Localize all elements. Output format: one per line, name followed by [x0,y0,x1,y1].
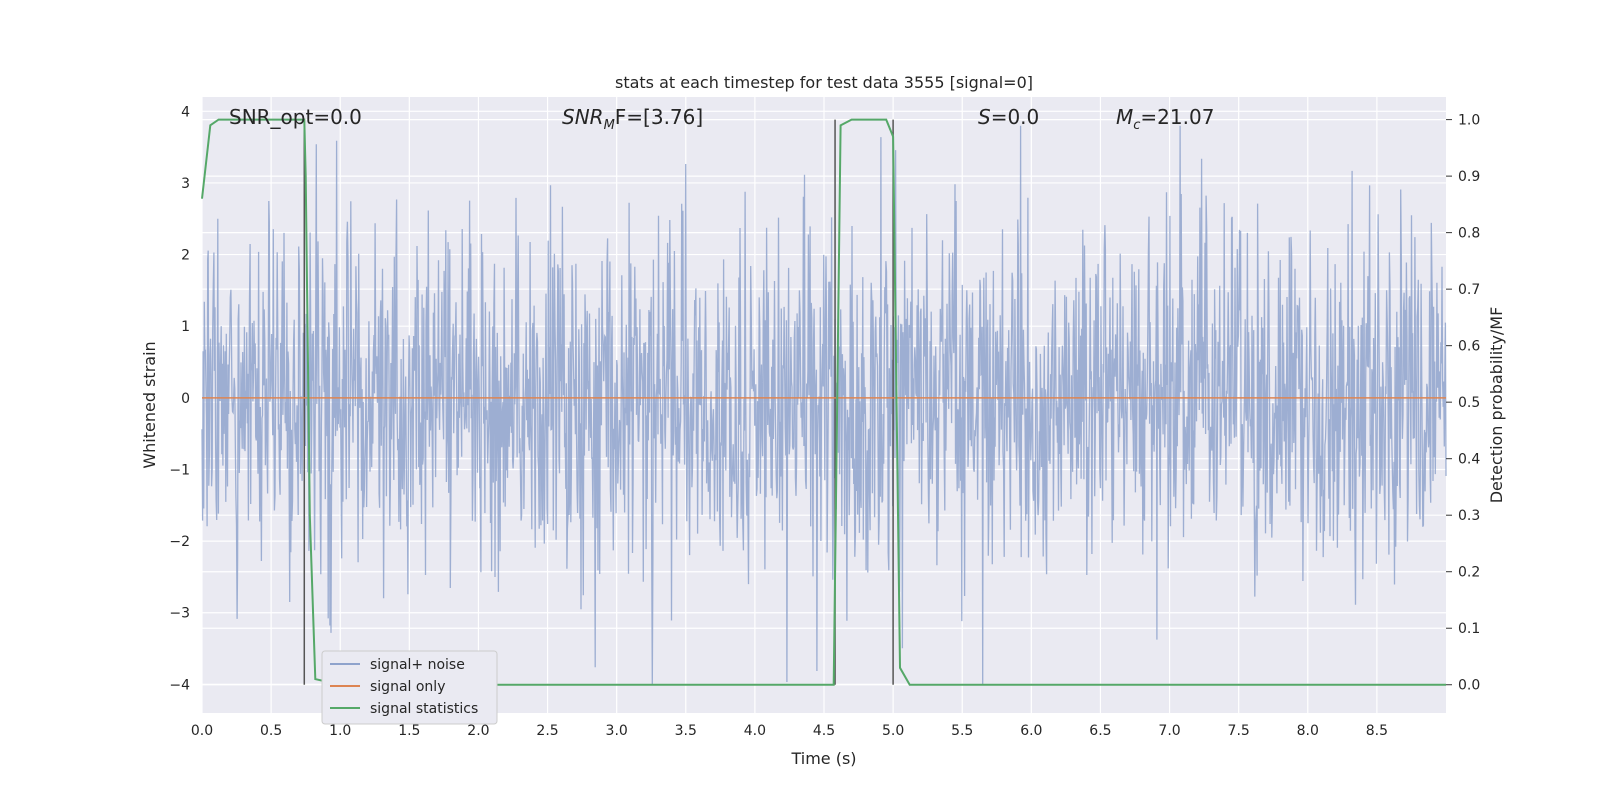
x-tick-label: 6.5 [1089,723,1111,739]
y-right-tick-label: 0.9 [1458,169,1480,185]
x-tick-label: 1.5 [398,723,420,739]
x-tick-label: 2.0 [467,723,489,739]
x-tick-label: 3.5 [675,723,697,739]
legend-label-signal-noise: signal+ noise [370,657,465,673]
annotation-mc: Mc=21.07 [1116,105,1214,133]
y-right-tick-label: 0.6 [1458,339,1480,355]
y-left-axis-label: Whitened strain [140,341,159,468]
annotation-s-rest: =0.0 [991,105,1040,129]
y-left-tick-label: −1 [169,462,190,478]
x-axis-label: Time (s) [790,749,856,768]
annotation-s: S=0.0 [978,105,1039,129]
y-right-tick-label: 0.2 [1458,565,1480,581]
y-left-tick-label: −2 [169,534,190,550]
legend-label-signal-statistics: signal statistics [370,701,478,717]
y-right-tick-label: 0.0 [1458,678,1480,694]
annotation-snr-mf-sub: M [604,118,615,133]
legend-label-signal-only: signal only [370,679,445,695]
x-tick-label: 4.5 [813,723,835,739]
chart-title: stats at each timestep for test data 355… [615,73,1033,92]
x-tick-label: 5.5 [951,723,973,739]
annotation-mc-rest: =21.07 [1140,105,1214,129]
x-tick-label: 0.5 [260,723,282,739]
annotation-snr-mf-rest: F=[3.76] [615,105,703,129]
annotation-snr-mf-main: SNR [562,105,604,129]
x-tick-label: 7.5 [1228,723,1250,739]
x-tick-label: 2.5 [536,723,558,739]
series-signal-statistics [201,118,1446,686]
x-tick-label: 6.0 [1020,723,1042,739]
x-tick-label: 5.0 [882,723,904,739]
x-tick-label: 1.0 [329,723,351,739]
annotation-mc-main: M [1116,105,1133,129]
y-right-tick-label: 0.4 [1458,452,1480,468]
y-right-tick-label: 0.1 [1458,621,1480,637]
x-tick-label: 3.0 [606,723,628,739]
y-left-tick-label: 1 [181,319,190,335]
y-left-tick-label: 3 [181,176,190,192]
legend: signal+ noise signal only signal statist… [321,650,498,725]
y-left-tick-label: −3 [169,606,190,622]
x-tick-label: 0.0 [191,723,213,739]
annotation-s-main: S [978,105,991,129]
y-right-axis-ticks: 1.0 0.9 0.8 0.7 0.6 0.5 0.4 0.3 0.2 0.1 0.0 [1446,113,1480,694]
y-right-tick-label: 1.0 [1458,113,1480,129]
annotation-snr-opt: SNR_opt=0.0 [229,105,362,129]
y-left-tick-label: 2 [181,248,190,264]
x-tick-label: 7.0 [1158,723,1180,739]
series-signal-noise [201,125,1447,685]
x-tick-label: 8.5 [1366,723,1388,739]
signal-noise-line [201,125,1447,685]
y-left-tick-label: −4 [169,677,190,693]
y-right-tick-label: 0.8 [1458,226,1480,242]
x-axis-ticks: 0.0 0.5 1.0 1.5 2.0 2.5 3.0 3.5 4.0 4.5 5.0 5.5 6.0 6… [191,723,1388,739]
signal-statistics-line [201,118,1446,686]
x-tick-label: 8.0 [1297,723,1319,739]
annotation-snr-mf: SNRMF=[3.76] [562,105,703,133]
y-left-tick-label: 4 [181,104,190,120]
y-left-tick-label: 0 [181,391,190,407]
y-right-tick-label: 0.3 [1458,508,1480,524]
y-right-tick-label: 0.7 [1458,282,1480,298]
annotation-mc-sub: c [1133,118,1140,133]
legend-box [321,650,498,725]
x-tick-label: 4.0 [744,723,766,739]
y-left-axis-ticks: 4 3 2 1 0 −1 −2 −3 −4 [169,104,190,693]
y-right-tick-label: 0.5 [1458,395,1480,411]
y-right-axis-label: Detection probability/MF [1487,307,1506,504]
